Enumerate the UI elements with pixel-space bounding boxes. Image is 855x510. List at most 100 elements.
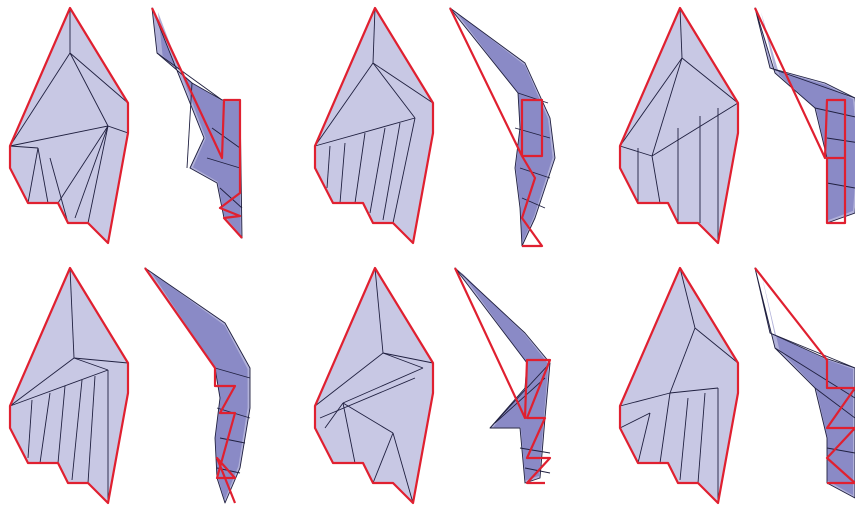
crease-line-4-2 [9, 357, 75, 407]
folded-layer-2-b [456, 12, 553, 243]
crease-line-5-1 [374, 267, 384, 354]
crease-line-5-5 [342, 367, 424, 404]
crease-line-2-8 [369, 127, 386, 214]
crease-line-4-11 [9, 369, 109, 407]
folded-crease-6-4 [826, 447, 855, 454]
flat-region-3 [620, 8, 738, 243]
crease-line-5-7 [342, 402, 394, 434]
folded-boundary-4 [144, 267, 237, 504]
folded-boundary-2 [449, 7, 544, 248]
folded-crease-1-2 [186, 82, 193, 169]
crease-line-6-4 [619, 392, 671, 407]
folded-crease-5-3 [519, 447, 551, 454]
folded-shape-6 [754, 267, 855, 499]
crease-line-4-8 [57, 385, 66, 464]
flat-pattern-1 [8, 6, 130, 245]
crease-line-1-11 [37, 147, 49, 204]
crease-line-5-10 [324, 402, 344, 429]
crease-line-3-4 [651, 57, 683, 157]
folded-crease-5-2 [494, 377, 546, 424]
crease-line-1-9 [57, 125, 109, 204]
crease-line-1-4 [69, 52, 109, 127]
flat-boundary-1 [8, 6, 130, 245]
folded-crease-4-3 [219, 437, 246, 444]
folded-shape-1 [151, 7, 243, 239]
crease-line-4-3 [73, 357, 129, 364]
flat-pattern-2 [313, 6, 435, 245]
crease-line-2-9 [354, 132, 366, 204]
crease-line-6-3 [669, 327, 696, 394]
crease-line-4-9 [39, 392, 51, 464]
crease-line-4-4 [73, 357, 109, 371]
crease-line-1-7 [87, 125, 109, 224]
crease-line-1-6 [107, 125, 129, 134]
crease-line-2-2 [314, 62, 374, 147]
folded-crease-3-4 [826, 182, 855, 189]
flat-region-4 [10, 268, 128, 503]
crease-line-3-9 [651, 155, 661, 204]
crease-line-2-5 [314, 117, 416, 147]
crease-line-1-8 [74, 125, 109, 219]
flat-boundary-6 [618, 266, 740, 505]
crease-line-1-10 [27, 147, 39, 204]
crease-line-1-13 [9, 145, 39, 149]
crease-line-4-6 [87, 375, 96, 484]
flat-region-5 [315, 268, 433, 503]
folded-boundary-6 [754, 267, 855, 485]
crease-line-6-9 [659, 392, 671, 464]
crease-line-6-7 [697, 392, 706, 484]
folded-layer-3-b [761, 12, 855, 221]
flat-pattern-4 [8, 266, 130, 505]
folded-boundary-5 [454, 267, 552, 485]
crease-line-3-11 [619, 145, 653, 157]
crease-line-1-5 [9, 125, 109, 147]
crease-line-1-12 [49, 157, 69, 224]
flat-boundary-2 [313, 6, 435, 245]
crease-line-5-9 [372, 432, 394, 484]
crease-line-5-2 [314, 352, 384, 407]
crease-line-5-4 [382, 352, 424, 369]
folded-crease-6-1 [769, 332, 855, 369]
crease-line-2-6 [392, 117, 416, 224]
flat-pattern-3 [618, 6, 740, 245]
crease-line-2-7 [382, 122, 401, 221]
flat-region-1 [10, 8, 128, 243]
folded-shape-2 [449, 7, 556, 248]
crease-line-2-11 [326, 145, 331, 189]
flat-boundary-5 [313, 266, 435, 505]
crease-line-4-10 [27, 399, 33, 459]
folded-outline-3 [754, 7, 855, 224]
folded-crease-6-3 [814, 387, 855, 419]
crease-line-6-1 [679, 267, 696, 329]
folded-crease-2-2 [514, 127, 551, 139]
flat-boundary-3 [618, 6, 740, 245]
folded-layer-4-b [151, 272, 248, 500]
crease-line-3-2 [619, 57, 683, 147]
crease-line-5-8 [392, 432, 414, 504]
crease-line-4-1 [69, 267, 75, 359]
folded-shape-5 [454, 267, 552, 485]
flat-pattern-5 [313, 266, 435, 505]
folded-crease-1-5 [219, 187, 243, 209]
crease-line-6-11 [619, 412, 651, 429]
folded-layer-6-b [761, 272, 853, 496]
crease-line-2-10 [339, 142, 346, 204]
folded-shape-4 [144, 267, 251, 504]
crease-line-6-5 [669, 387, 719, 394]
folded-crease-1-1 [156, 52, 223, 101]
folded-shape-3 [754, 7, 855, 225]
crease-line-6-2 [694, 327, 739, 364]
folded-crease-4-1 [214, 367, 251, 379]
folded-boundary-1 [151, 7, 243, 239]
crease-line-2-3 [372, 62, 434, 104]
folded-crease-1-3 [211, 127, 241, 149]
crease-line-1-3 [69, 52, 129, 104]
folded-crease-6-2 [774, 347, 855, 399]
flat-region-6 [620, 268, 738, 503]
folded-crease-3-2 [814, 107, 855, 118]
crease-line-2-1 [372, 7, 376, 64]
folded-outline-4 [144, 267, 251, 504]
crease-line-4-7 [71, 379, 83, 481]
